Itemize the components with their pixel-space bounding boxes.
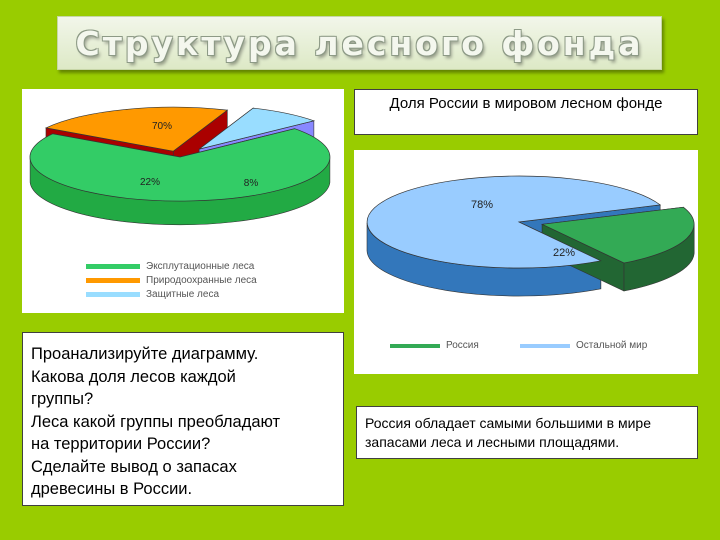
legend-item-protective: Защитные леса: [86, 289, 219, 300]
russia-share-chart-panel: 22% 78% Россия Остальной мир: [354, 150, 698, 374]
legend-swatch: [86, 264, 140, 269]
forest-slice-label-0: 70%: [152, 121, 172, 132]
legend-item-russia: Россия: [390, 340, 479, 351]
forest-groups-chart-panel: 70% 22% 8% Эксплутационные леса Природоохр…: [22, 89, 344, 313]
page-title: Структура лесного фонда: [75, 23, 644, 63]
legend-label: Россия: [446, 340, 479, 351]
legend-item-protected: Природоохранные леса: [86, 275, 257, 286]
forest-slice-label-1: 22%: [140, 177, 160, 188]
legend-swatch: [520, 343, 570, 348]
share-title-text: Доля России в мировом лесном фонде: [389, 95, 663, 112]
forest-slice-2: [198, 107, 316, 150]
share-title-box: Доля России в мировом лесном фонде: [354, 89, 698, 135]
legend-label: Природоохранные леса: [146, 275, 257, 286]
forest-slice-0: [29, 128, 331, 202]
legend-label: Остальной мир: [576, 340, 648, 351]
question-line: группы?: [31, 390, 94, 408]
russia-share-pie-chart: 22% 78%: [366, 175, 695, 297]
question-box: Проанализируйте диаграмму. Какова доля л…: [22, 332, 344, 506]
question-line: Сделайте вывод о запасах: [31, 457, 237, 476]
legend-label: Эксплутационные леса: [146, 261, 255, 272]
share-slice-0: [540, 206, 695, 264]
title-bar: Структура лесного фонда: [57, 16, 662, 70]
question-line: Какова доля лесов каждой: [31, 367, 236, 386]
question-line: древесины в России.: [31, 480, 193, 498]
legend-item-rest-of-world: Остальной мир: [520, 340, 647, 351]
legend-swatch: [86, 292, 140, 297]
legend-item-exploitation: Эксплутационные леса: [86, 261, 254, 272]
question-line: Проанализируйте диаграмму.: [31, 345, 259, 363]
share-slice-label-0: 22%: [553, 247, 575, 259]
legend-swatch: [86, 278, 140, 283]
forest-slice-1: [44, 106, 229, 152]
conclusion-text: Россия обладает самыми большими в мире з…: [365, 415, 652, 450]
legend-swatch: [390, 343, 440, 348]
share-slice-label-1: 78%: [471, 199, 493, 211]
forest-groups-pie-chart: 70% 22% 8%: [29, 106, 331, 226]
legend-label: Защитные леса: [146, 289, 220, 300]
share-slice-1: [366, 175, 662, 269]
question-line: Леса какой группы преобладают: [31, 412, 281, 431]
forest-slice-label-2: 8%: [244, 178, 259, 189]
question-line: на территории России?: [31, 435, 211, 453]
conclusion-box: Россия обладает самыми большими в мире з…: [356, 406, 698, 459]
